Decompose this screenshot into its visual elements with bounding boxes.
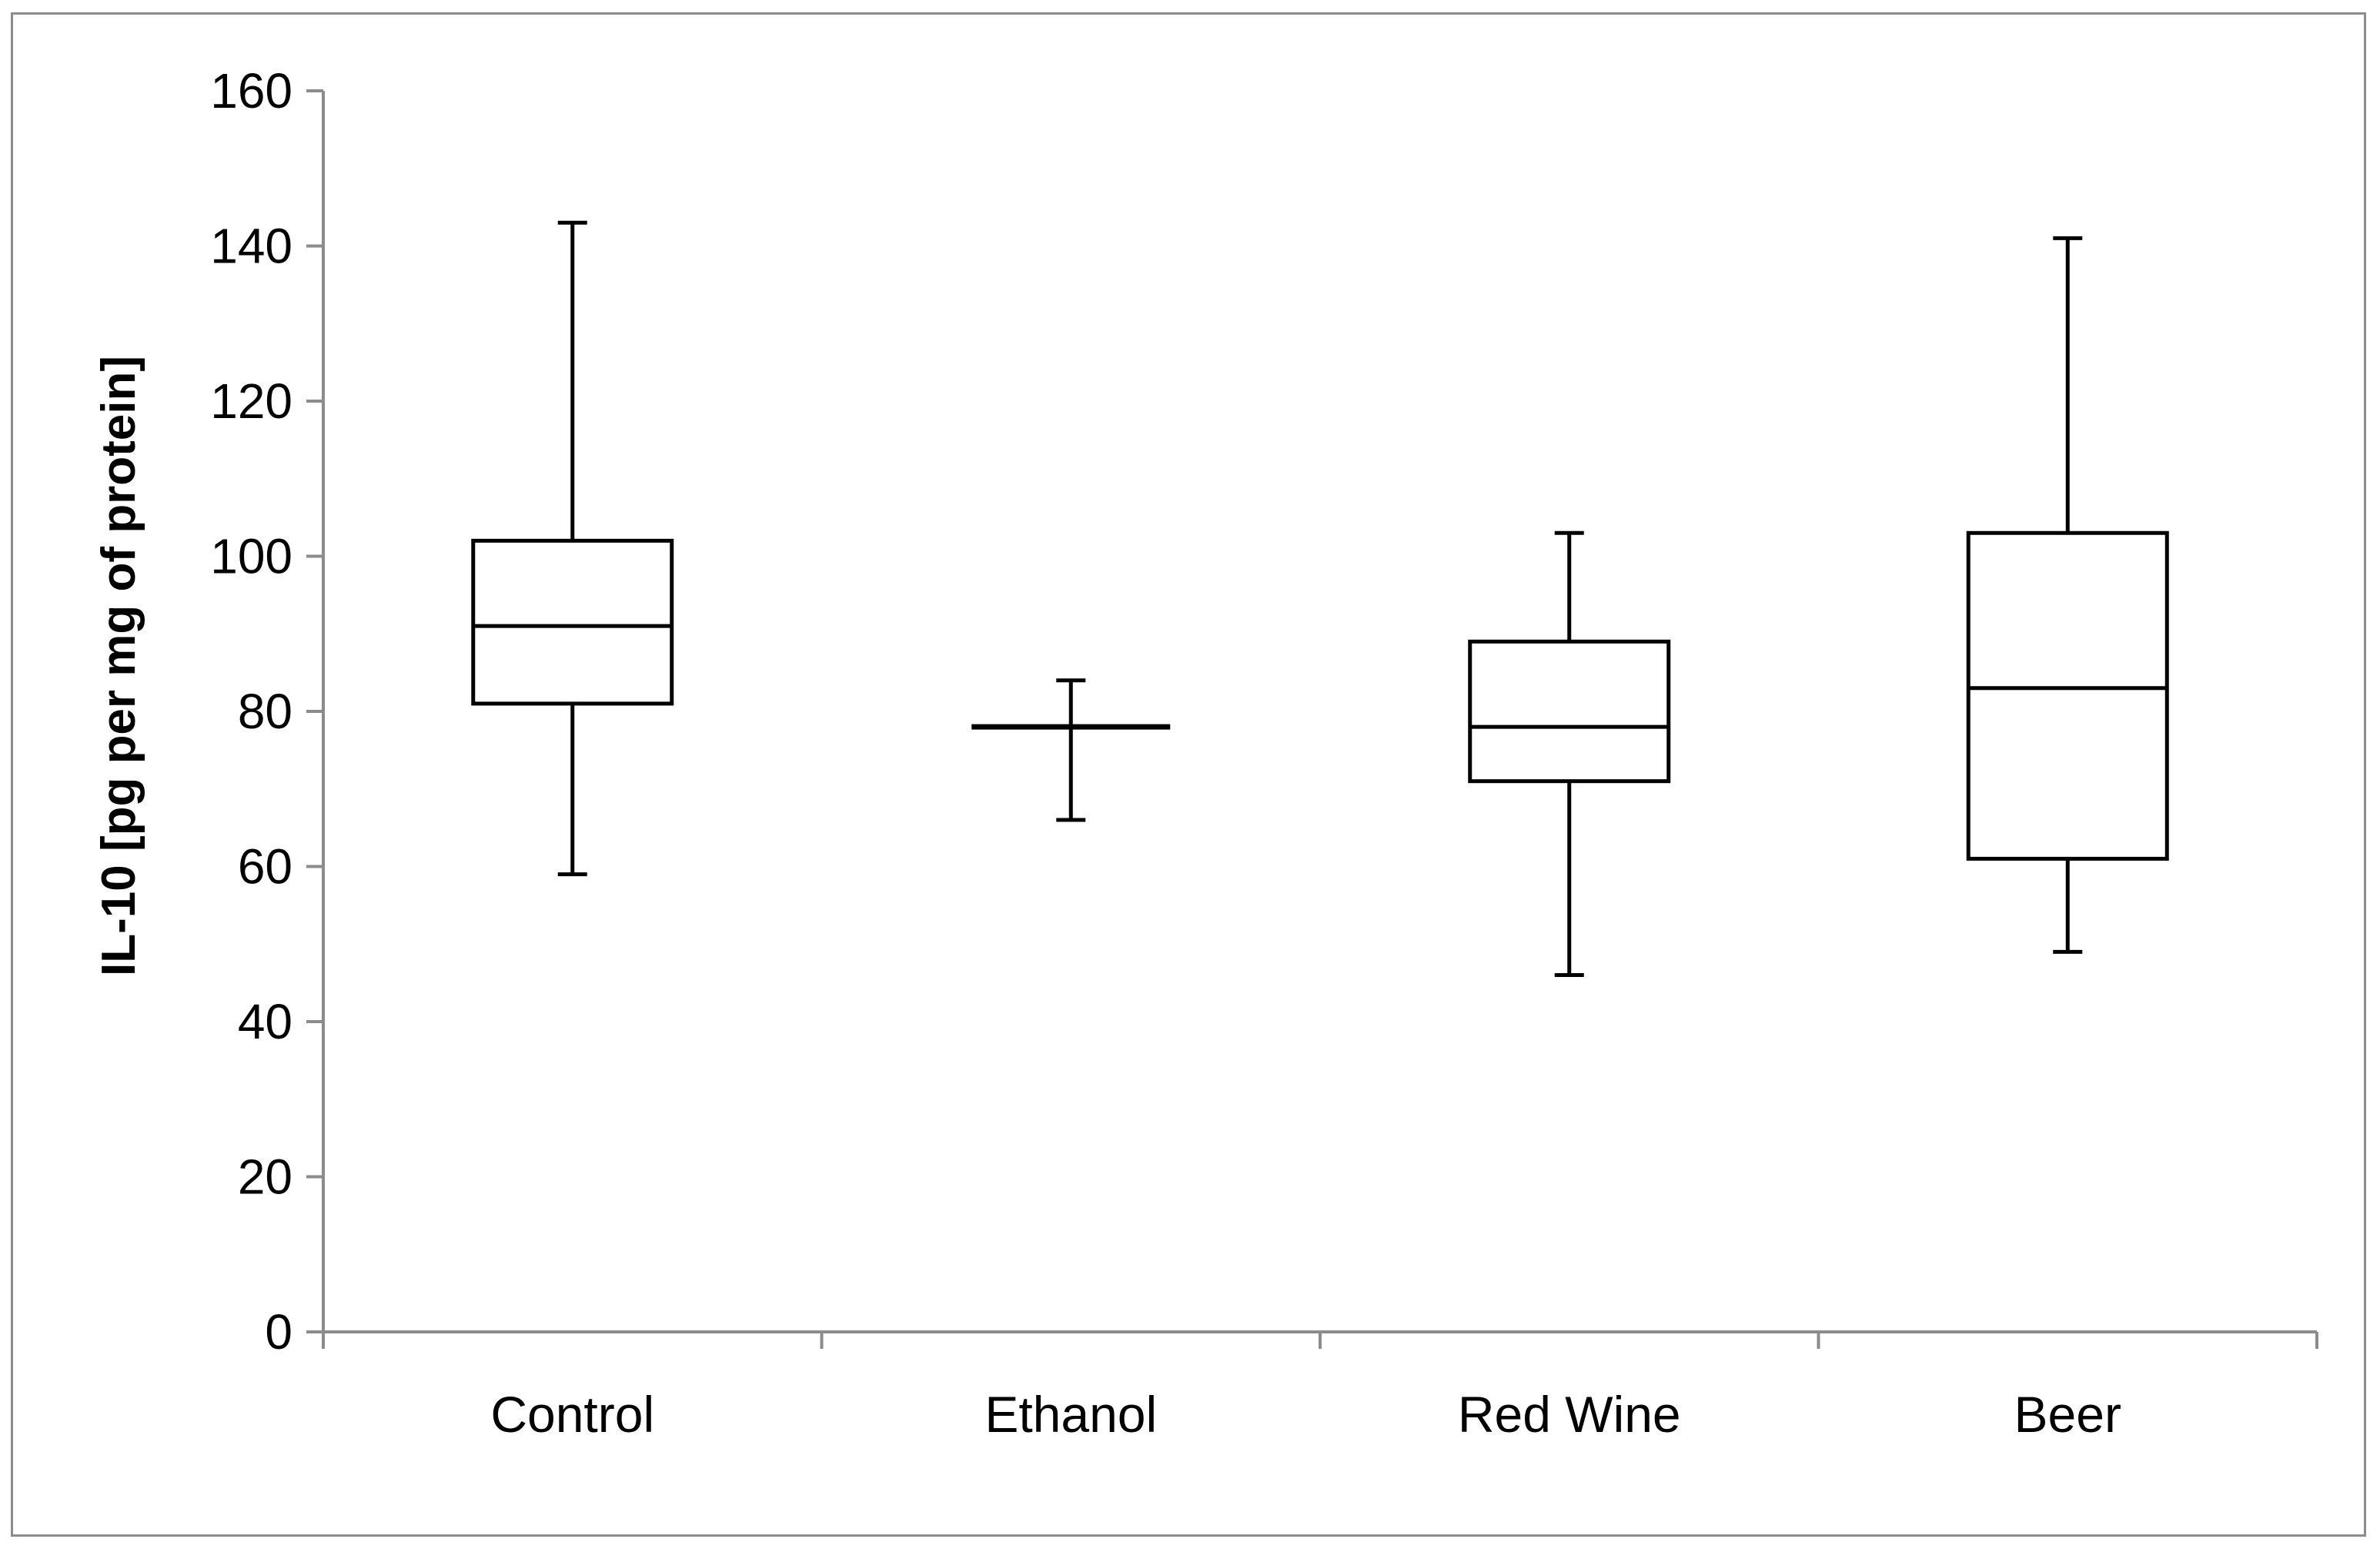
y-axis: 0 20 40 60 80 100 120 140 160 <box>210 63 325 1360</box>
boxes <box>471 220 2169 978</box>
iqr-box <box>1966 530 2169 861</box>
y-tick-label: 20 <box>238 1149 292 1205</box>
box-plot-item <box>1966 236 2169 954</box>
x-category-label: Control <box>490 1386 654 1443</box>
x-category-label: Beer <box>2014 1386 2121 1443</box>
box-plot-item <box>1468 530 1671 978</box>
box-plot-item <box>971 678 1171 822</box>
x-category-label: Red Wine <box>1458 1386 1681 1443</box>
x-axis: Control Ethanol Red Wine Beer <box>322 1330 2318 1443</box>
y-tick-label: 40 <box>238 994 292 1049</box>
y-tick-label: 160 <box>210 63 292 119</box>
y-tick-label: 80 <box>238 684 292 739</box>
y-tick-label: 100 <box>210 529 292 584</box>
chart-frame <box>11 12 2366 1537</box>
box-plot-item <box>471 220 674 877</box>
iqr-box <box>471 538 674 706</box>
y-tick-label: 140 <box>210 219 292 274</box>
y-tick-label: 0 <box>265 1304 292 1360</box>
iqr-box <box>1468 639 1671 784</box>
x-category-label: Ethanol <box>984 1386 1157 1443</box>
y-tick-label: 60 <box>238 839 292 895</box>
y-tick-label: 120 <box>210 373 292 429</box>
y-axis-title: IL-10 [pg per mg of protein] <box>92 356 145 976</box>
